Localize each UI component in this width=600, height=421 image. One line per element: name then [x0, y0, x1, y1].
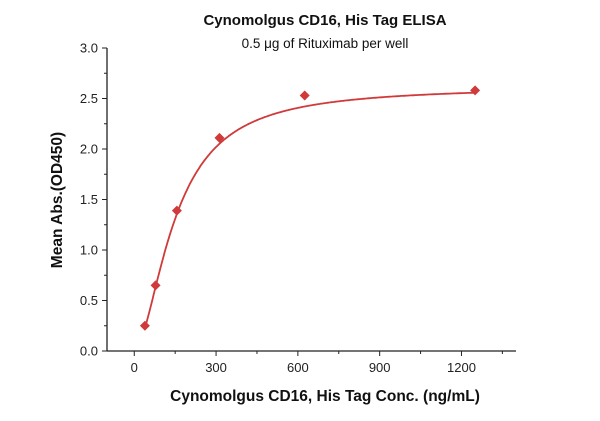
data-point [171, 205, 182, 216]
y-tick-label: 2.0 [80, 142, 98, 157]
fit-curve [144, 91, 475, 329]
y-tick-label: 2.5 [80, 91, 98, 106]
x-tick-label: 0 [131, 360, 138, 375]
data-point [139, 320, 150, 331]
y-tick-label: 0.5 [80, 293, 98, 308]
data-point [150, 280, 161, 291]
data-point [470, 85, 481, 96]
chart-title: Cynomolgus CD16, His Tag ELISA [203, 12, 447, 29]
y-tick-label: 1.5 [80, 192, 98, 207]
chart-subtitle: 0.5 μg of Rituximab per well [241, 36, 409, 51]
x-tick-label: 600 [287, 360, 309, 375]
y-tick-label: 1.0 [80, 243, 98, 258]
x-tick-label: 300 [205, 360, 227, 375]
y-tick-label: 3.0 [80, 41, 98, 56]
x-tick-label: 900 [369, 360, 391, 375]
y-tick-label: 0.0 [80, 344, 98, 359]
data-point [299, 90, 310, 101]
x-axis-label: Cynomolgus CD16, His Tag Conc. (ng/mL) [170, 388, 480, 405]
x-tick-label: 1200 [447, 360, 476, 375]
data-point [214, 132, 225, 143]
